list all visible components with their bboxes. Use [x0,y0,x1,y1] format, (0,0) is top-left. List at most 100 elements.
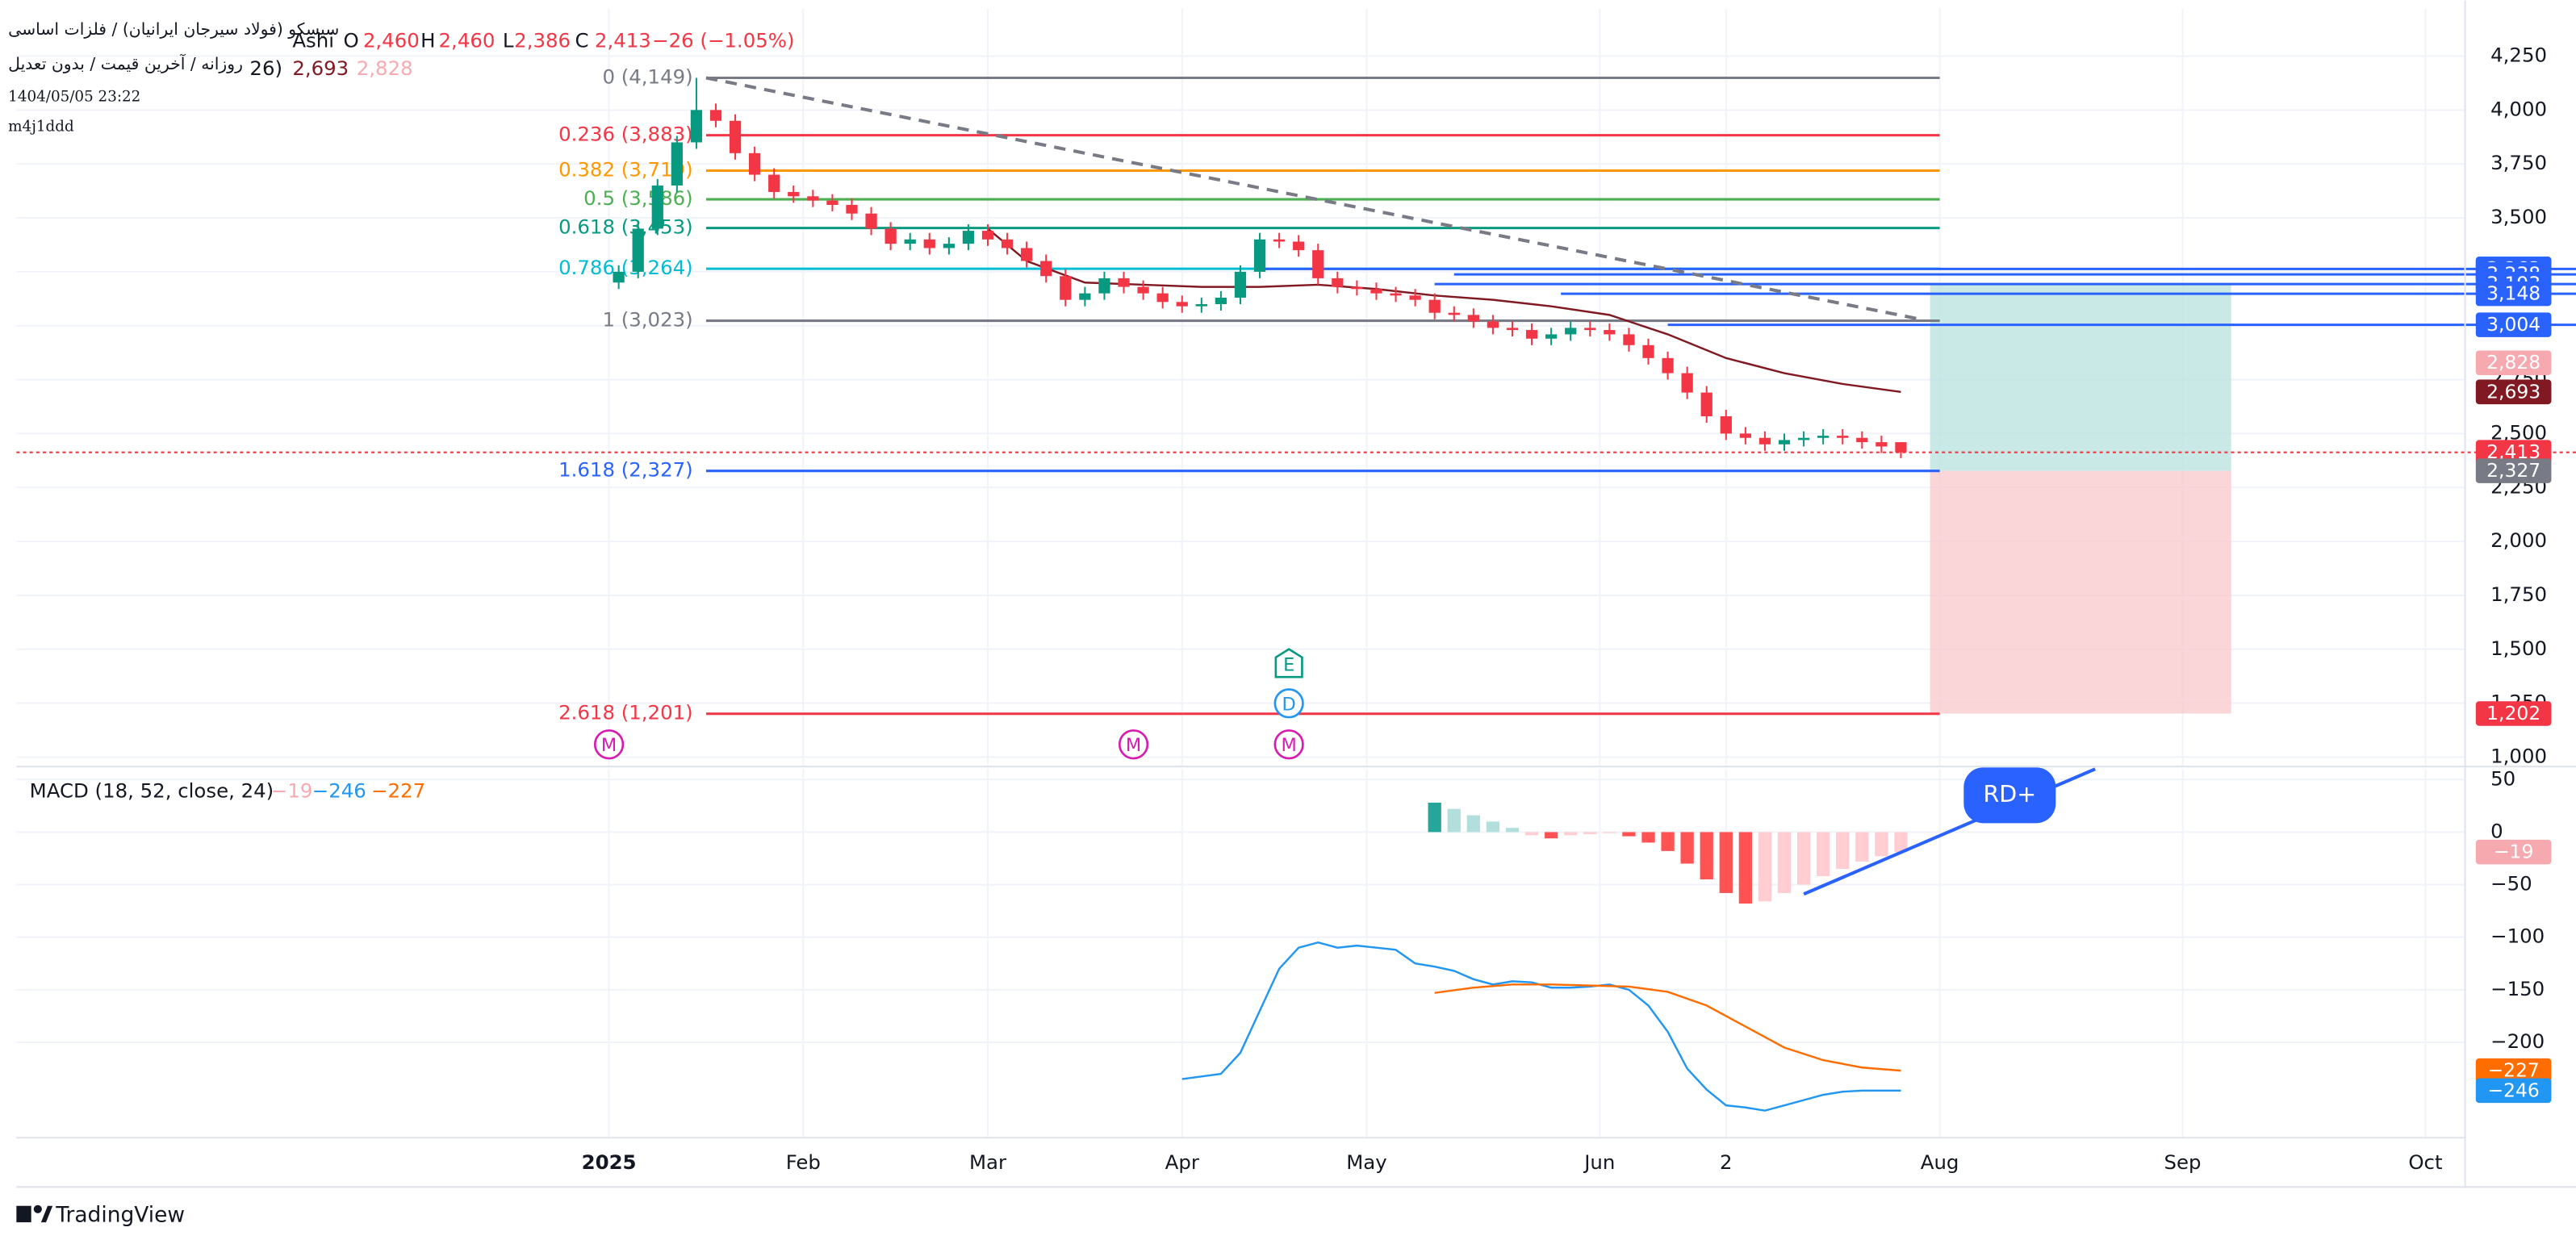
price-badge-label: 2,327 [2486,459,2540,482]
settings: روزانه / آخرین قیمت / بدون تعدیل [8,53,243,73]
candle-body [1604,330,1616,335]
histogram-bar [1583,832,1597,835]
candle-body [1565,328,1577,335]
price-badge-label: −227 [2487,1059,2539,1082]
candle-body [613,271,625,283]
marker [593,729,625,760]
histogram-bar [1544,832,1558,839]
marker-label: M [1126,735,1141,756]
x-tick-label: Jun [1583,1150,1615,1174]
histogram-bar [1447,808,1461,833]
candle-body [1758,437,1771,445]
candle-body [923,239,935,248]
candle-body [1021,248,1033,261]
timestamp: 1404/05/05 23:22 [8,89,140,106]
x-tick-label: Apr [1165,1150,1200,1174]
candle-body [1837,436,1849,438]
y-tick-label: 1,000 [2490,744,2547,767]
marker [1118,729,1149,760]
fib-label: 0.786 (3,264) [558,256,693,279]
candle-body [1079,293,1091,300]
y-tick-label: 3,500 [2490,205,2547,228]
candle-body [1118,278,1130,287]
fib-label: 2.618 (1,201) [558,701,693,724]
candle-body [1409,295,1421,300]
chart-style: Ashi [292,28,334,52]
candle-body [1060,276,1072,300]
candle-body [788,191,800,197]
legend-value: −19 [271,779,313,803]
brand-name: TradingView [55,1202,185,1227]
ohlc-key: L [503,28,514,52]
candle-body [865,213,877,229]
y-tick-label: 2,000 [2490,528,2547,552]
candle-body [1234,271,1247,298]
histogram-bar [1894,832,1908,853]
marker [1273,729,1304,760]
fib-label: 0.236 (3,883) [558,123,693,146]
histogram-bar [1777,832,1792,893]
user: m4j1ddd [8,118,74,135]
candle-body [1195,303,1207,307]
annotation-label: RD+ [1984,781,2037,808]
ma-value: 2,693 [292,56,349,80]
symbol: سیسکو (فولاد سیرجان ایرانیان) / فلزات اس… [8,19,339,39]
candle-body [1040,261,1052,277]
candle-body [1525,330,1538,339]
candle-body [1545,334,1558,339]
histogram-bar [1836,832,1850,870]
indicator-title: MACD (18, 52, close, 24) [30,779,274,803]
candle-body [1176,302,1188,307]
candle-body [1778,440,1791,445]
y-tick-label: −150 [2490,977,2545,1000]
candle-body [1642,344,1654,358]
candle-body [709,110,722,121]
candle-body [1137,286,1149,294]
marker-label: D [1282,694,1296,715]
candle-body [1351,286,1363,290]
candle-body [1428,299,1441,313]
candle-body [1332,278,1344,287]
candle-body [671,142,683,186]
histogram-bar [1738,832,1753,904]
histogram-bar [1603,832,1616,833]
marker-label: M [1281,735,1296,756]
x-tick-label: 2025 [582,1150,637,1174]
histogram-bar [1564,832,1578,836]
candle-body [884,228,897,244]
x-tick-label: May [1346,1150,1386,1174]
header: سیسکو (فولاد سیرجان ایرانیان) / فلزات اس… [8,19,794,135]
candle-body [1156,293,1169,303]
ohlc-value: 2,460 [439,28,496,52]
price-badge-label: 1,202 [2486,702,2540,724]
candle-body [1293,241,1305,251]
price-badge [2475,379,2552,405]
candle-body [729,120,742,153]
candle-body [1487,321,1499,328]
ohlc-key: O [343,28,358,52]
trend-line [705,76,1921,321]
ohlc-value: 2,413 [595,28,651,52]
candle-body [1817,436,1830,438]
candle-body [1370,289,1382,294]
position-profit [1930,284,2231,471]
candle-body [1448,312,1460,315]
price-badge-label: 3,148 [2486,282,2540,305]
logo [33,1204,42,1213]
marker [1273,688,1304,719]
candle-body [962,231,975,244]
macd-line [1181,941,1901,1112]
price-badge [2475,281,2552,307]
candle-body [1856,437,1868,443]
x-tick-label: 2 [1720,1150,1733,1174]
fib-label: 0.618 (3,453) [558,215,693,239]
fib-label: 0 (4,149) [602,65,692,89]
x-tick-label: Feb [786,1150,821,1174]
candle-body [651,185,663,229]
candle-body [807,196,819,201]
candle-body [1739,433,1751,438]
fib-label: 0.382 (3,719) [558,157,693,181]
fib-label: 1 (3,023) [602,308,692,332]
y-tick-label: 3,750 [2490,151,2547,174]
